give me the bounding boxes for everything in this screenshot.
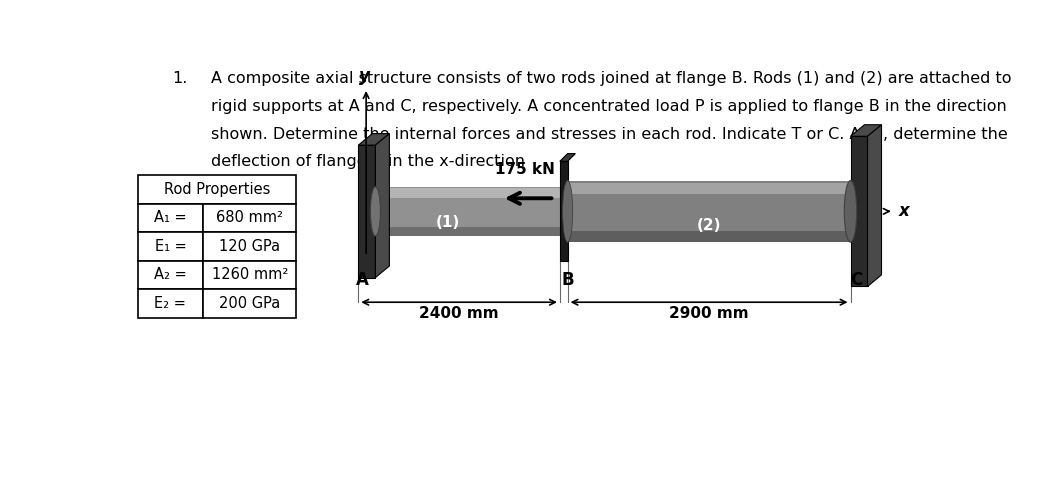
Text: 1.: 1. xyxy=(172,71,188,86)
Bar xyxy=(203,261,297,289)
Bar xyxy=(559,161,568,261)
Text: B: B xyxy=(562,272,574,289)
Text: 680 mm²: 680 mm² xyxy=(216,210,283,226)
Bar xyxy=(203,289,297,317)
Polygon shape xyxy=(358,133,389,145)
Text: 2400 mm: 2400 mm xyxy=(419,306,499,321)
Bar xyxy=(137,232,203,261)
Polygon shape xyxy=(850,125,881,136)
Bar xyxy=(376,228,559,236)
Polygon shape xyxy=(868,125,881,286)
Text: Rod Properties: Rod Properties xyxy=(164,182,270,197)
Text: 1260 mm²: 1260 mm² xyxy=(212,267,289,282)
Text: x: x xyxy=(899,202,909,220)
Bar xyxy=(203,204,297,232)
Bar xyxy=(568,183,850,195)
Text: (1): (1) xyxy=(436,215,461,230)
Text: 120 GPa: 120 GPa xyxy=(219,239,280,254)
Text: A₁ =: A₁ = xyxy=(154,210,187,226)
Text: 175 kN: 175 kN xyxy=(495,163,555,177)
Bar xyxy=(137,261,203,289)
Text: A composite axial structure consists of two rods joined at flange B. Rods (1) an: A composite axial structure consists of … xyxy=(211,71,1012,86)
Bar xyxy=(376,187,559,236)
Polygon shape xyxy=(376,133,389,278)
Text: shown. Determine the internal forces and stresses in each rod. Indicate T or C. : shown. Determine the internal forces and… xyxy=(211,127,1008,141)
Bar xyxy=(203,232,297,261)
Text: rigid supports at A and C, respectively. A concentrated load P is applied to fla: rigid supports at A and C, respectively.… xyxy=(211,99,1007,114)
Bar xyxy=(568,181,850,242)
Bar xyxy=(137,204,203,232)
Polygon shape xyxy=(559,153,575,161)
Bar xyxy=(568,231,850,242)
Bar xyxy=(850,136,868,286)
Bar xyxy=(358,145,376,278)
Ellipse shape xyxy=(844,181,856,242)
Text: 2900 mm: 2900 mm xyxy=(670,306,748,321)
Text: 200 GPa: 200 GPa xyxy=(219,296,280,311)
Text: A₂ =: A₂ = xyxy=(154,267,187,282)
Text: E₂ =: E₂ = xyxy=(155,296,187,311)
Bar xyxy=(137,289,203,317)
Ellipse shape xyxy=(563,181,573,242)
Text: y: y xyxy=(359,67,370,85)
Text: (2): (2) xyxy=(696,217,721,233)
Text: A: A xyxy=(356,272,368,289)
Text: deflection of flange B in the x-direction: deflection of flange B in the x-directio… xyxy=(211,154,525,169)
Text: E₁ =: E₁ = xyxy=(155,239,186,254)
Bar xyxy=(376,188,559,198)
Ellipse shape xyxy=(371,187,381,236)
Text: C: C xyxy=(850,272,862,289)
Bar xyxy=(137,175,297,204)
